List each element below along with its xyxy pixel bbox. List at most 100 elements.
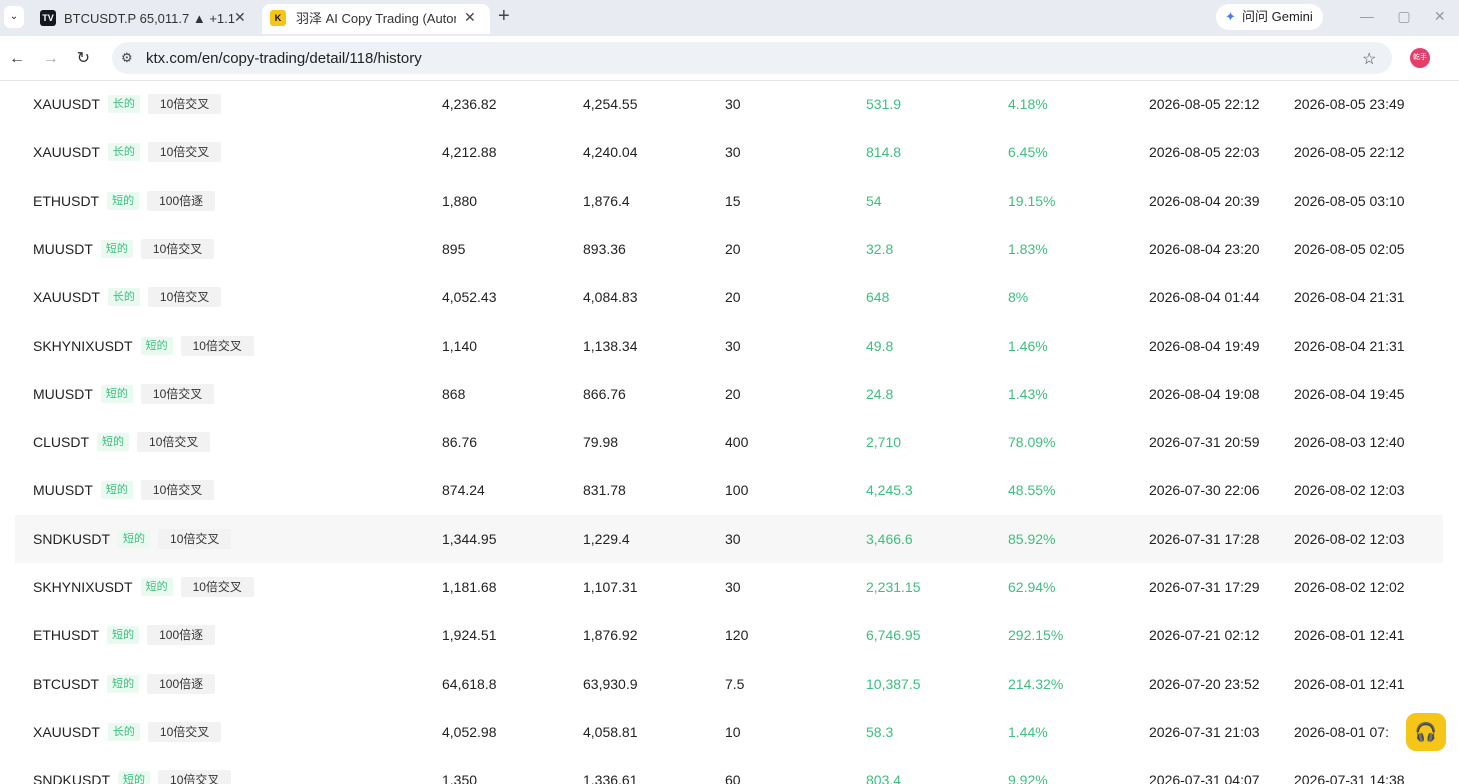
size-cell: 30 <box>725 144 741 161</box>
table-row: ETHUSDT 短的 100倍逐 1,924.51 1,876.92 120 6,746.9… <box>15 611 1443 659</box>
close-cell: 2026-08-03 12:40 <box>1294 434 1405 451</box>
close-cell: 2026-08-05 02:05 <box>1294 240 1405 257</box>
leverage-tag: 100倍逐 <box>147 190 216 211</box>
open-cell: 2026-07-21 02:12 <box>1149 627 1260 644</box>
entry-cell: 874.24 <box>442 482 485 499</box>
open-cell: 2026-07-20 23:52 <box>1149 675 1260 692</box>
exit-cell: 4,254.55 <box>583 96 638 112</box>
pnl-cell: 2,710 <box>866 434 902 451</box>
bookmark[interactable]: ☆ <box>1362 51 1377 68</box>
table-row: XAUUSDT 长的 10倍交叉 4,236.82 4,254.55 30 531.9 4.1… <box>15 80 1443 128</box>
table-row: SNDKUSDT 短的 10倍交叉 1,344.95 1,229.4 30 3,466.6 8… <box>15 514 1443 563</box>
size-cell: 10 <box>725 723 741 740</box>
tab-close[interactable]: ✕ <box>464 9 476 25</box>
tab-menu[interactable]: ⌄ <box>4 6 24 28</box>
leverage-tag: 10倍交叉 <box>158 528 232 549</box>
close-cell: 2026-08-05 03:10 <box>1294 192 1405 209</box>
symbol-cell: ETHUSDT 短的 100倍逐 <box>33 177 216 225</box>
entry-cell: 86.76 <box>442 434 478 451</box>
side-tag: 长的 <box>107 95 140 113</box>
table-row: SKHYNIXUSDT 短的 10倍交叉 1,181.68 1,107.31 30 2,23… <box>15 563 1443 611</box>
side-tag: 短的 <box>100 481 133 500</box>
entry-cell: 895 <box>442 240 466 257</box>
close-cell: 2026-07-31 14:38 <box>1294 772 1405 784</box>
symbol: SNDKUSDT <box>33 530 111 547</box>
entry-cell: 4,212.88 <box>442 144 497 161</box>
symbol: SKHYNIXUSDT <box>33 337 133 354</box>
size-cell: 30 <box>725 96 741 112</box>
new-tab[interactable]: + <box>498 5 510 27</box>
symbol-cell: SKHYNIXUSDT 短的 10倍交叉 <box>33 563 254 611</box>
gemini-button[interactable]: ✦ 问问 Gemini <box>1216 4 1323 30</box>
side-tag: 短的 <box>118 529 151 548</box>
pnl-cell: 49.8 <box>866 337 894 354</box>
pnl-cell: 2,231.15 <box>866 579 921 595</box>
roi-cell: 85.92% <box>1008 530 1056 547</box>
exit-cell: 63,930.9 <box>583 675 638 692</box>
symbol-cell: SNDKUSDT 短的 10倍交叉 <box>33 515 232 563</box>
symbol: XAUUSDT <box>33 96 100 112</box>
open-cell: 2026-07-31 17:29 <box>1149 579 1260 595</box>
symbol-cell: SKHYNIXUSDT 短的 10倍交叉 <box>33 322 254 370</box>
tab-close[interactable]: ✕ <box>234 9 246 25</box>
symbol-cell: SNDKUSDT 短的 10倍交叉 <box>33 756 232 784</box>
open-cell: 2026-08-04 23:20 <box>1149 240 1260 257</box>
leverage-tag: 10倍交叉 <box>140 383 215 404</box>
side-tag: 长的 <box>107 722 140 741</box>
exit-cell: 4,240.04 <box>583 144 638 161</box>
gemini-label: 问问 Gemini <box>1242 9 1313 24</box>
open-cell: 2026-08-04 01:44 <box>1149 289 1260 306</box>
tab-active[interactable]: 羽泽 AI Copy Trading (Autom <box>262 4 490 34</box>
table-row: MUUSDT 短的 10倍交叉 868 866.76 20 24.8 1.43% 2026-08… <box>15 370 1443 418</box>
tab-title: BTCUSDT.P 65,011.7 ▲ +1.1 <box>64 11 235 26</box>
open-cell: 2026-08-05 22:12 <box>1149 96 1260 112</box>
entry-cell: 4,052.43 <box>442 289 497 306</box>
open-cell: 2026-07-31 20:59 <box>1149 434 1260 451</box>
history-table: XAUUSDT 长的 10倍交叉 4,236.82 4,254.55 30 531.9 4.1… <box>0 80 1459 784</box>
pnl-cell: 32.8 <box>866 240 894 257</box>
table-row: XAUUSDT 长的 10倍交叉 4,052.98 4,058.81 10 58.3 1.44… <box>15 708 1443 756</box>
symbol: XAUUSDT <box>33 289 100 306</box>
close-cell: 2026-08-04 21:31 <box>1294 289 1405 306</box>
close-cell: 2026-08-02 12:03 <box>1294 482 1405 499</box>
exit-cell: 1,107.31 <box>583 579 638 595</box>
avatar[interactable]: 乾手 <box>1410 48 1430 68</box>
open-cell: 2026-07-31 17:28 <box>1149 530 1260 547</box>
leverage-tag: 10倍交叉 <box>147 287 222 308</box>
open-cell: 2026-08-04 19:49 <box>1149 337 1260 354</box>
side-tag: 长的 <box>107 288 140 307</box>
pnl-cell: 6,746.95 <box>866 627 921 644</box>
size-cell: 15 <box>725 192 741 209</box>
nav-buttons[interactable]: ← → ↻ <box>9 50 90 67</box>
side-tag: 长的 <box>107 143 140 162</box>
close-cell: 2026-08-02 12:02 <box>1294 579 1405 595</box>
size-cell: 30 <box>725 530 741 547</box>
roi-cell: 1.44% <box>1008 723 1048 740</box>
open-cell: 2026-07-31 04:07 <box>1149 772 1260 784</box>
symbol: BTCUSDT <box>33 675 100 692</box>
roi-cell: 4.18% <box>1008 96 1048 112</box>
support-button[interactable]: 🎧 <box>1406 713 1446 751</box>
roi-cell: 78.09% <box>1008 434 1056 451</box>
exit-cell: 1,876.4 <box>583 192 630 209</box>
symbol: CLUSDT <box>33 434 90 451</box>
entry-cell: 1,880 <box>442 192 478 209</box>
entry-cell: 868 <box>442 385 466 402</box>
size-cell: 100 <box>725 482 749 499</box>
pnl-cell: 58.3 <box>866 723 894 740</box>
exit-cell: 1,138.34 <box>583 337 638 354</box>
pnl-cell: 4,245.3 <box>866 482 913 499</box>
pnl-cell: 531.9 <box>866 96 902 112</box>
roi-cell: 214.32% <box>1008 675 1064 692</box>
close-cell: 2026-08-04 19:45 <box>1294 385 1405 402</box>
entry-cell: 4,236.82 <box>442 96 497 112</box>
open-cell: 2026-07-30 22:06 <box>1149 482 1260 499</box>
size-cell: 20 <box>725 385 741 402</box>
pnl-cell: 814.8 <box>866 144 902 161</box>
leverage-tag: 10倍交叉 <box>180 577 254 597</box>
tab[interactable]: BTCUSDT.P 65,011.7 ▲ +1.1 <box>30 4 258 34</box>
symbol: XAUUSDT <box>33 144 100 161</box>
leverage-tag: 10倍交叉 <box>140 238 215 259</box>
address-bar[interactable]: ⚙ ktx.com/en/copy-trading/detail/118/his… <box>112 42 1392 74</box>
window-controls[interactable]: — ▢ ✕ <box>1360 8 1446 24</box>
